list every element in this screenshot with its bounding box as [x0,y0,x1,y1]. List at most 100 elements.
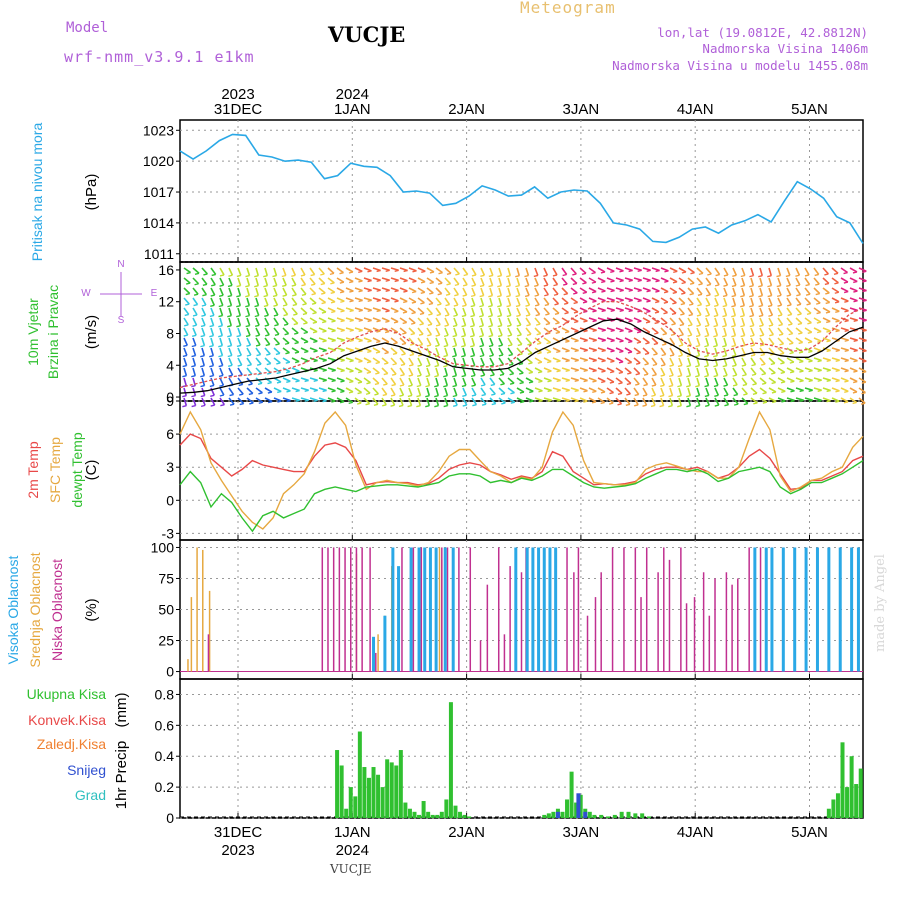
wind-barb [633,357,641,364]
wind-barb [615,377,623,384]
wind-barb-flag [321,320,327,324]
wind-barb-flag [686,394,691,398]
wind-barb [399,357,406,365]
wind-barb [381,387,388,395]
wind-barb [678,297,686,305]
wind-barb [399,277,408,282]
wind-barb-flag [806,303,811,306]
wind-barb-flag [853,300,858,303]
wind-barb-flag [218,344,223,348]
wind-barb-flag [547,360,552,364]
wind-barb [471,397,478,406]
wind-barb [543,307,550,315]
wind-barb-flag [254,284,259,288]
wind-barb-flag [731,354,737,358]
wind-barb-flag [383,383,388,386]
wind-barb [309,337,318,342]
wind-barb [660,347,667,355]
wind-barb [201,327,206,336]
wind-barb-flag [400,374,405,377]
wind-compass: W ENS [81,259,157,326]
wind-barb [741,267,746,276]
wind-barb [687,337,692,346]
wind-barb-flag [200,404,206,408]
wind-barb-flag [515,284,520,288]
precip-total-bar [353,796,358,818]
wind-barb [579,387,588,392]
wind-barb-flag [536,342,542,345]
precip-total-bar [448,702,453,818]
wind-barb [714,267,721,276]
wind-barb [561,277,568,285]
wind-barb [633,347,641,354]
wind-barb-flag [497,294,502,298]
wind-barb [642,337,650,344]
wind-barb-flag [740,284,745,288]
wind-barb [732,317,737,326]
wind-barb [525,397,534,402]
wind-barb [804,297,812,305]
wind-barb-flag [258,392,263,395]
wind-barb-flag [218,374,224,378]
wind-barb-flag [610,339,615,343]
wind-barb [417,317,425,325]
wind-barb [228,277,233,286]
wind-barb [246,347,252,356]
wind-barb [696,267,704,274]
wind-barb [786,307,793,315]
wind-barb [264,347,271,355]
wind-barb [660,327,668,335]
wind-barb-flag [556,379,561,383]
wind-barb [624,337,633,343]
wind-barb [183,327,189,336]
wind-barb-flag [601,370,606,373]
wind-barb-flag [321,292,326,295]
wind-barb [282,297,288,306]
wind-barb-flag [547,399,552,402]
wind-barb [462,307,467,316]
wind-barb [732,287,737,296]
wind-barb-flag [276,371,281,375]
wind-barb-flag [340,380,345,383]
wind-barb [516,387,525,393]
wind-barb-flag [582,301,588,304]
wind-barb [786,317,793,325]
wind-barb-flag [628,340,633,344]
wind-barb-flag [601,329,606,332]
wind-barb [318,277,326,285]
wind-barb-flag [853,349,858,353]
wind-barb-flag [844,319,849,323]
wind-barb-flag [742,383,747,387]
wind-barb-flag [637,279,642,282]
wind-barb [291,267,297,276]
wind-barb-flag [425,384,430,388]
wind-barb [534,267,539,276]
wind-barb [471,387,477,396]
y-tick-label: 75 [158,570,174,586]
wind-barb-flag [731,294,736,298]
wind-barb-flag [304,350,309,354]
wind-barb [714,367,719,376]
wind-barb [462,317,467,326]
wind-barb [453,337,458,346]
wind-barb-flag [788,342,794,345]
wind-barb [795,287,802,296]
wind-barb-flag [645,321,651,324]
wind-barb [561,337,570,342]
wind-barb [777,367,786,373]
wind-barb-flag [681,271,687,274]
wind-barb-flag [565,379,570,382]
wind-barb-flag [628,309,633,313]
wind-barb-flag [844,349,849,352]
wind-barb-flag [191,384,196,388]
wind-barb-flag [618,382,623,385]
wind-barb [597,367,606,372]
wind-barb-flag [817,340,822,343]
wind-barb-flag [610,299,615,303]
wind-barb-flag [200,374,205,378]
wind-barb-flag [228,374,233,377]
wind-barb [417,327,424,335]
wind-barb-flag [637,269,642,272]
wind-barb-flag [358,309,363,312]
